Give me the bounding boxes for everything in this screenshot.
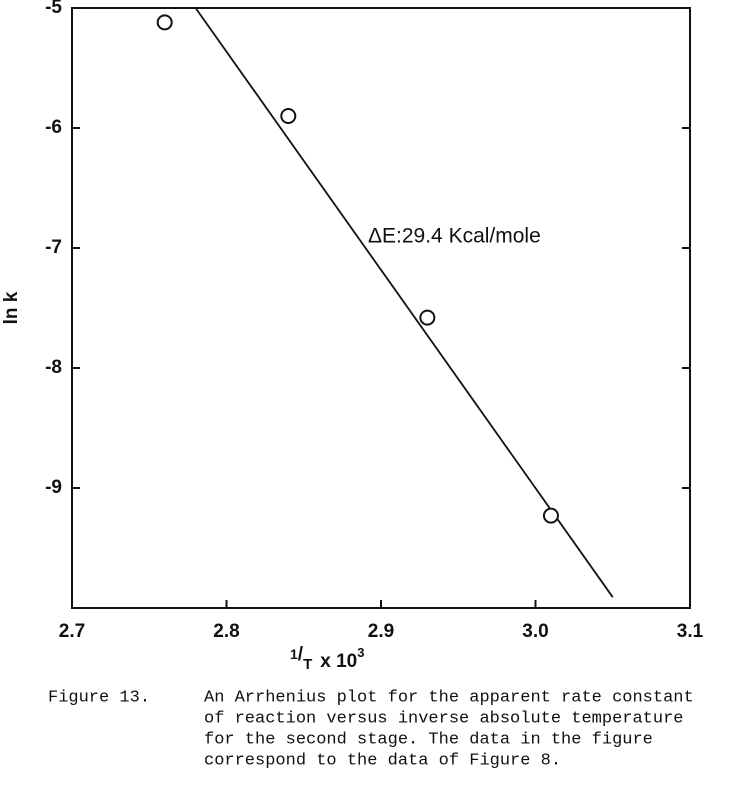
fit-line: [194, 7, 614, 598]
x-tick-label: 3.1: [677, 621, 704, 642]
plot-frame: [71, 7, 691, 609]
x-label-rest: x 10: [320, 651, 357, 672]
x-tick-label: 2.7: [59, 621, 85, 642]
caption-line: An Arrhenius plot for the apparent rate …: [204, 688, 694, 707]
y-tick-label: -7: [45, 237, 62, 258]
y-axis-label: ln k: [1, 291, 22, 324]
slash: /: [298, 644, 304, 665]
data-point: [419, 309, 436, 326]
annotation: ΔE:29.4 Kcal/mole: [368, 225, 541, 248]
caption-line: correspond to the data of Figure 8.: [204, 751, 561, 770]
x-label-exponent: 3: [357, 645, 364, 660]
data-point: [542, 507, 559, 524]
caption-label: Figure 13.: [48, 688, 150, 707]
y-tick-label: -8: [45, 357, 62, 378]
y-tick-label: -9: [45, 477, 62, 498]
y-tick-label: -5: [45, 0, 62, 18]
caption-line: of reaction versus inverse absolute temp…: [204, 709, 683, 728]
y-tick-label: -6: [45, 117, 62, 138]
data-point: [156, 14, 173, 31]
x-tick-label: 3.0: [522, 621, 548, 642]
x-axis-label: 1/T x 103: [290, 644, 364, 673]
x-label-numerator: 1: [290, 646, 298, 662]
x-tick-label: 2.9: [368, 621, 394, 642]
data-point: [280, 108, 297, 124]
caption-line: for the second stage. The data in the fi…: [204, 730, 653, 749]
x-tick-label: 2.8: [213, 621, 239, 642]
x-label-denominator: T: [303, 656, 312, 673]
